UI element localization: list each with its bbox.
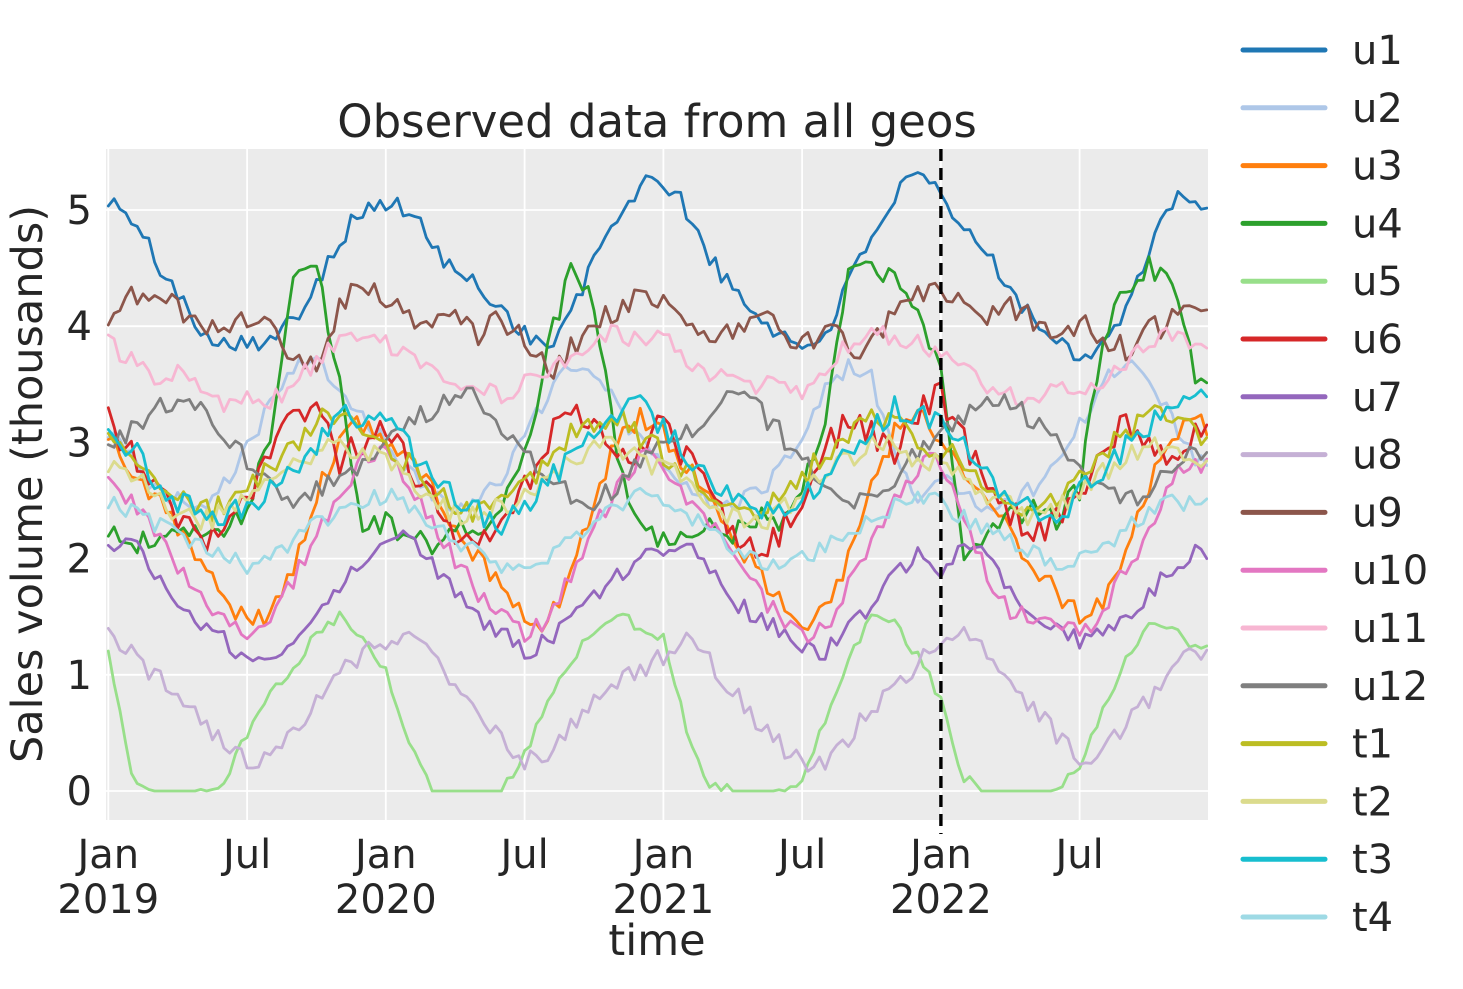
x-axis-label: time: [608, 916, 705, 966]
x-tick-label: Jul: [1052, 832, 1103, 878]
legend-label-u1: u1: [1352, 28, 1403, 74]
legend-label-u3: u3: [1352, 144, 1403, 190]
series-line-u3: [106, 406, 1208, 633]
series-line-u4: [106, 255, 1208, 562]
series-line-u9: [106, 281, 1208, 380]
series-line-t3: [106, 388, 1208, 536]
legend-item-u12: u12: [1240, 664, 1428, 710]
legend-item-u4: u4: [1240, 201, 1403, 247]
x-tick-label-year: 2022: [890, 877, 992, 923]
legend-item-t1: t1: [1240, 722, 1393, 768]
legend-item-u3: u3: [1240, 144, 1403, 190]
series-line-u6: [106, 381, 1208, 559]
series-lines: [106, 171, 1208, 793]
y-tick-label: 0: [67, 769, 92, 815]
series-line-u8: [106, 626, 1208, 773]
legend-item-u8: u8: [1240, 433, 1403, 479]
legend: u1 u2 u3 u4 u5 u6 u7 u8 u9 u10 u11 u12 t1 t2 t3 t4: [1240, 28, 1428, 941]
legend-label-u9: u9: [1352, 490, 1403, 536]
legend-label-t4: t4: [1352, 895, 1393, 941]
legend-label-t1: t1: [1352, 722, 1393, 768]
legend-item-u10: u10: [1240, 548, 1428, 594]
y-tick-label: 2: [67, 537, 92, 583]
y-tick-label: 1: [67, 653, 92, 699]
y-axis-tick-labels: 0 1 2 3 4 5: [67, 188, 92, 815]
x-tick-label: Jul: [497, 832, 548, 878]
series-line-t4: [106, 486, 1208, 575]
legend-item-t2: t2: [1240, 779, 1393, 825]
legend-label-t3: t3: [1352, 837, 1393, 883]
y-axis-label: Sales volume (thousands): [3, 205, 53, 763]
legend-item-u9: u9: [1240, 490, 1403, 536]
legend-item-u5: u5: [1240, 259, 1403, 305]
legend-label-u7: u7: [1352, 375, 1403, 421]
legend-label-u2: u2: [1352, 86, 1403, 132]
y-tick-label: 3: [67, 420, 92, 466]
series-line-u11: [106, 323, 1208, 414]
legend-label-u5: u5: [1352, 259, 1403, 305]
x-tick-label: Jan: [74, 832, 139, 878]
x-tick-label-year: 2021: [613, 877, 715, 923]
legend-label-u12: u12: [1352, 664, 1428, 710]
legend-item-u1: u1: [1240, 28, 1403, 74]
y-tick-label: 4: [67, 304, 92, 350]
legend-item-u7: u7: [1240, 375, 1403, 421]
legend-item-t4: t4: [1240, 895, 1393, 941]
legend-label-u11: u11: [1352, 606, 1428, 652]
chart-title: Observed data from all geos: [337, 95, 977, 148]
x-tick-label-year: 2019: [57, 877, 159, 923]
legend-item-u11: u11: [1240, 606, 1428, 652]
x-tick-label: Jan: [352, 832, 417, 878]
x-tick-label: Jul: [220, 832, 271, 878]
series-line-t2: [106, 433, 1208, 531]
x-tick-label: Jul: [775, 832, 826, 878]
y-tick-label: 5: [67, 188, 92, 234]
legend-label-u4: u4: [1352, 201, 1403, 247]
x-tick-label: Jan: [630, 832, 695, 878]
legend-label-u8: u8: [1352, 433, 1403, 479]
series-line-u1: [106, 171, 1208, 362]
series-line-u5: [106, 610, 1208, 793]
legend-label-t2: t2: [1352, 779, 1393, 825]
x-tick-label-year: 2020: [335, 877, 437, 923]
series-line-u2: [106, 355, 1208, 515]
legend-label-u10: u10: [1352, 548, 1428, 594]
legend-item-u2: u2: [1240, 86, 1403, 132]
legend-label-u6: u6: [1352, 317, 1403, 363]
plot-area: [106, 149, 1208, 820]
legend-item-t3: t3: [1240, 837, 1393, 883]
legend-item-u6: u6: [1240, 317, 1403, 363]
x-tick-label: Jan: [907, 832, 972, 878]
